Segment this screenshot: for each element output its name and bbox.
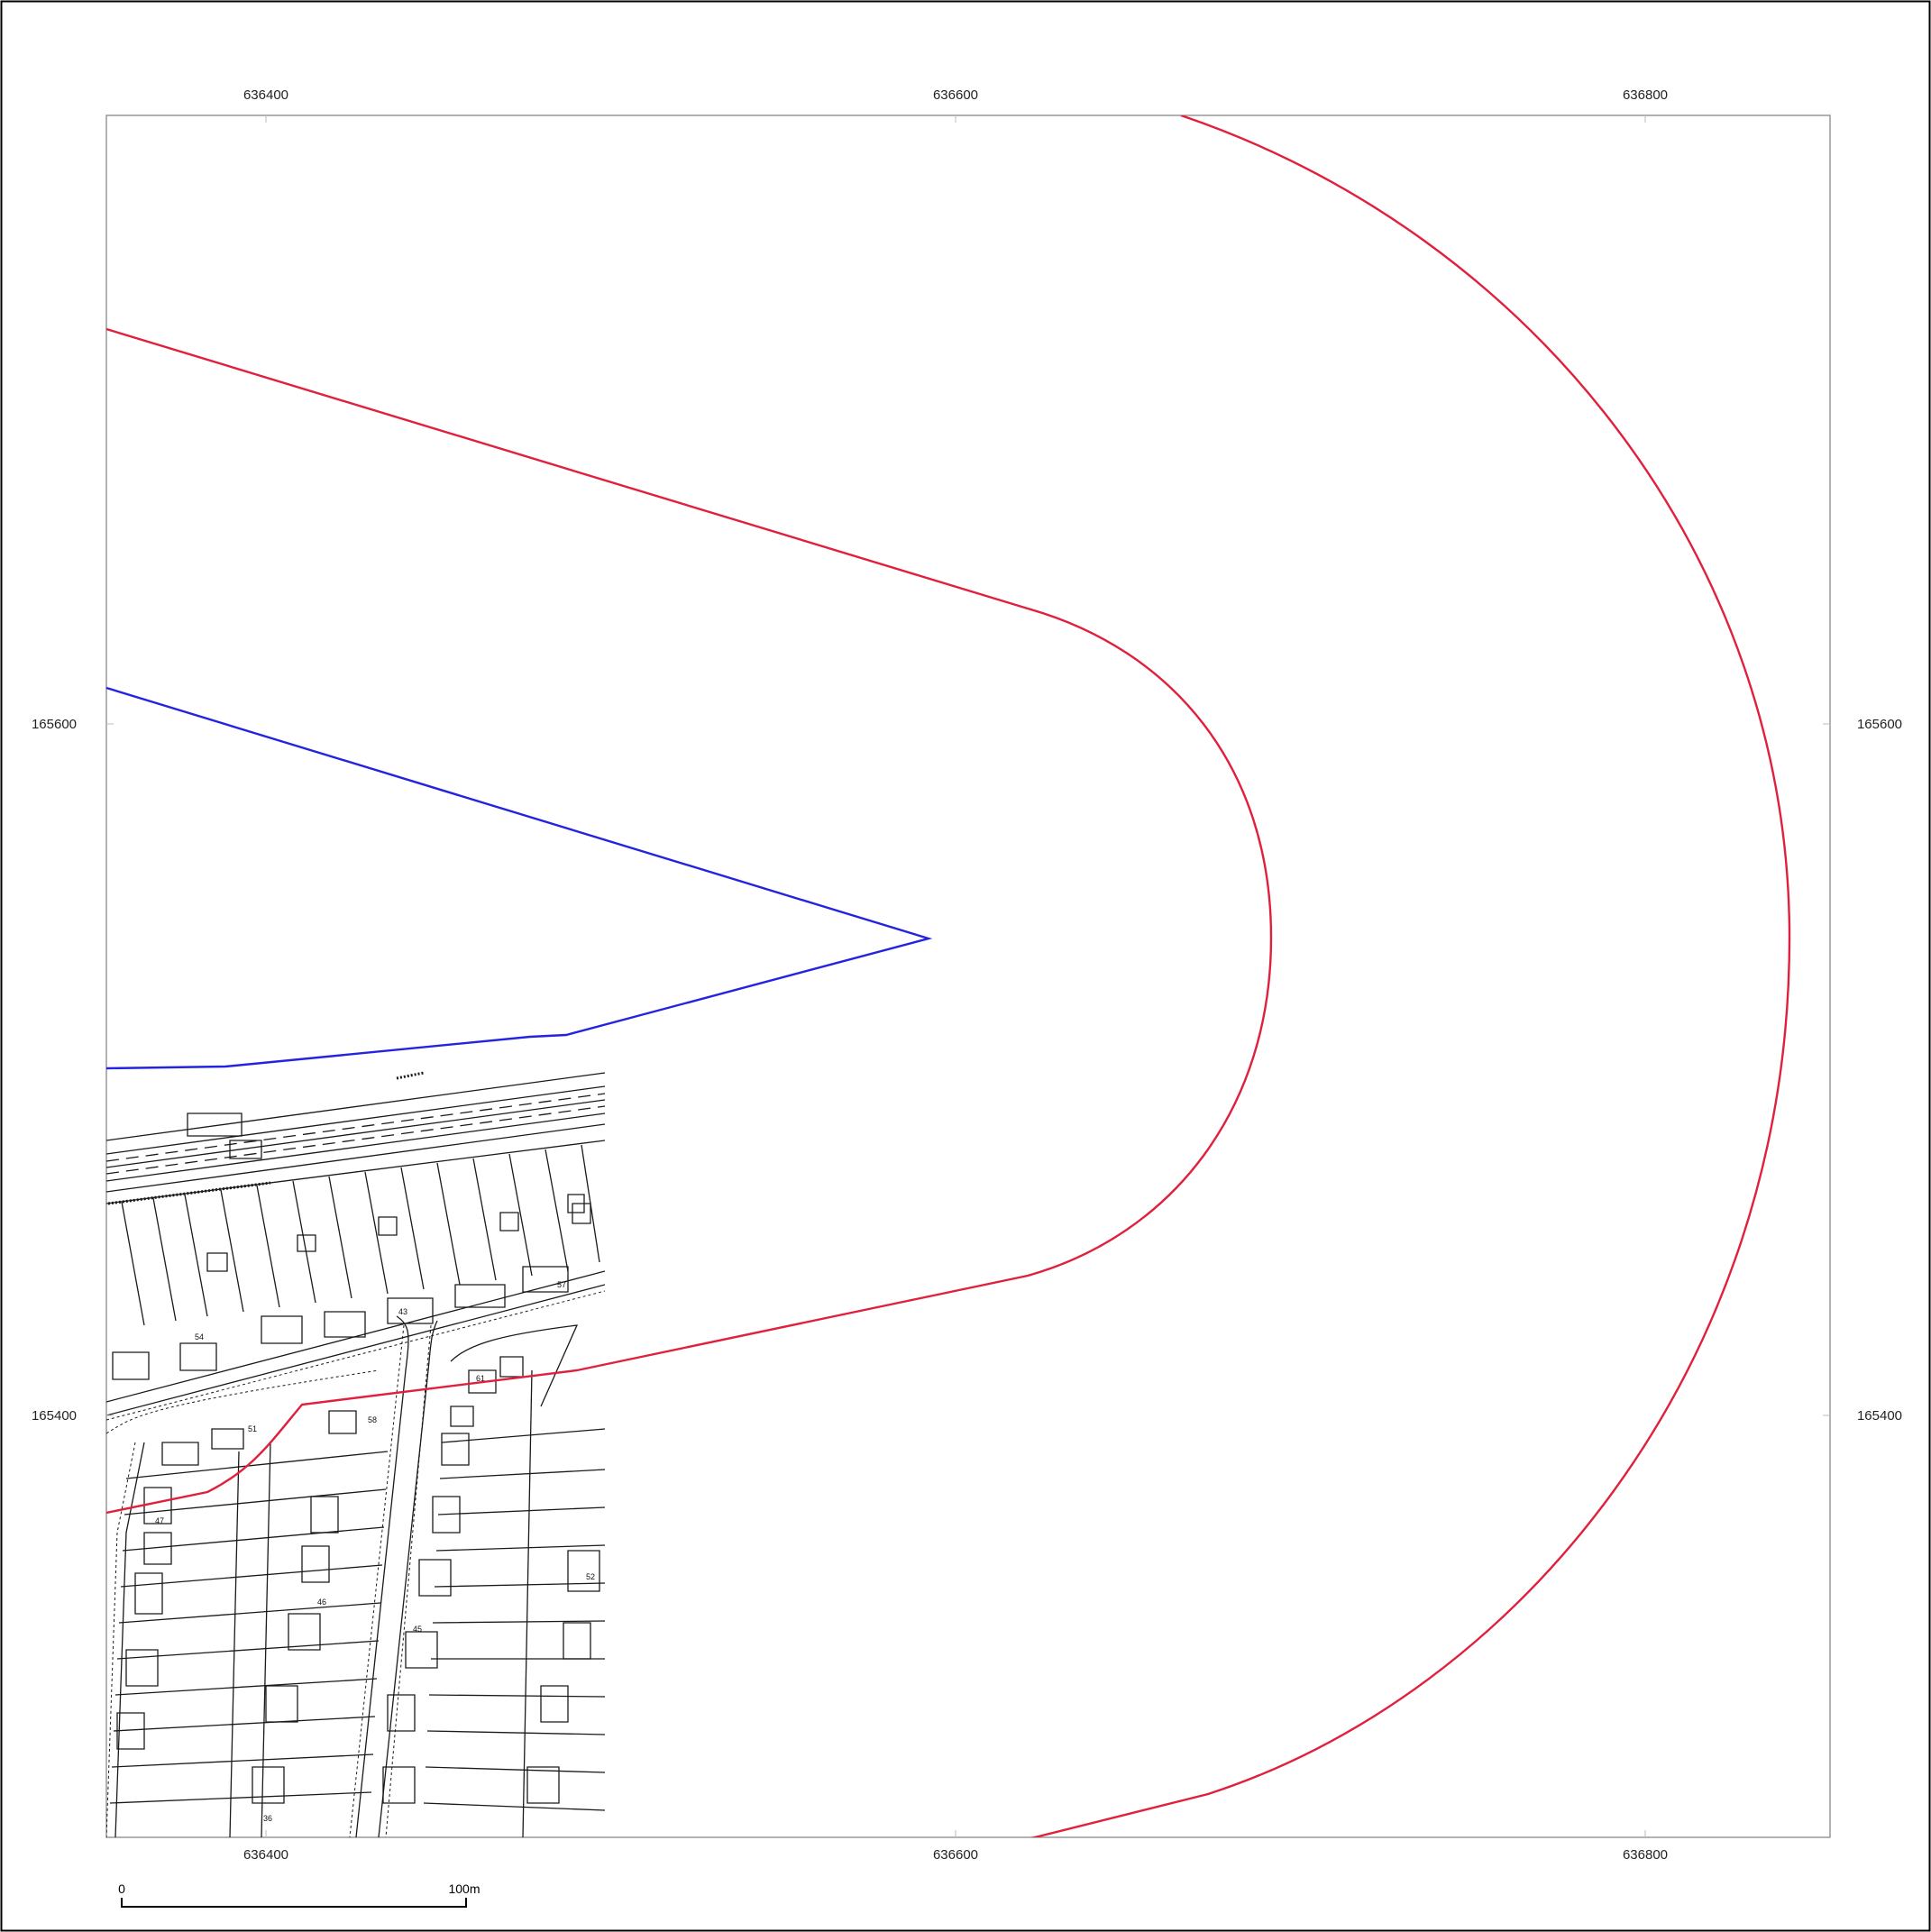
outer-buffer-arc [1030, 115, 1791, 1837]
plot-number: 61 [476, 1374, 485, 1383]
grid-ticks [106, 115, 1830, 1837]
plot-number: 43 [398, 1307, 407, 1316]
scale-bar-end-label: 100m [448, 1882, 480, 1896]
northing-label-right: 165400 [1857, 1408, 1902, 1424]
easting-label-bottom: 636600 [933, 1847, 978, 1863]
basemap-plot-numbers: 54 43 57 51 58 47 45 46 52 36 61 [155, 1280, 595, 1823]
easting-label-bottom: 636400 [243, 1847, 288, 1863]
site-boundary [105, 686, 933, 1070]
easting-label-top: 636400 [243, 87, 288, 103]
plot-number: 51 [248, 1424, 257, 1433]
plot-number: 47 [155, 1516, 164, 1525]
northing-label-right: 165600 [1857, 717, 1902, 732]
easting-label-bottom: 636800 [1623, 1847, 1668, 1863]
northing-label-left: 165600 [32, 717, 77, 732]
plot-number: 46 [317, 1598, 326, 1607]
northing-label-left: 165400 [32, 1408, 77, 1424]
plot-number: 45 [413, 1625, 422, 1634]
easting-label-top: 636800 [1623, 87, 1668, 103]
plot-number: 58 [368, 1415, 377, 1424]
plot-number: 57 [557, 1280, 566, 1289]
scale-bar: 0 100m [118, 1882, 480, 1908]
map-frame [105, 114, 1831, 1838]
plot-number: 54 [195, 1332, 204, 1341]
scale-bar-start-label: 0 [118, 1882, 125, 1896]
easting-label-top: 636600 [933, 87, 978, 103]
os-basemap [106, 1071, 605, 1837]
plot-number: 36 [263, 1814, 272, 1823]
outer-buffer-boundary [106, 327, 1273, 1515]
plot-number: 52 [586, 1572, 595, 1581]
